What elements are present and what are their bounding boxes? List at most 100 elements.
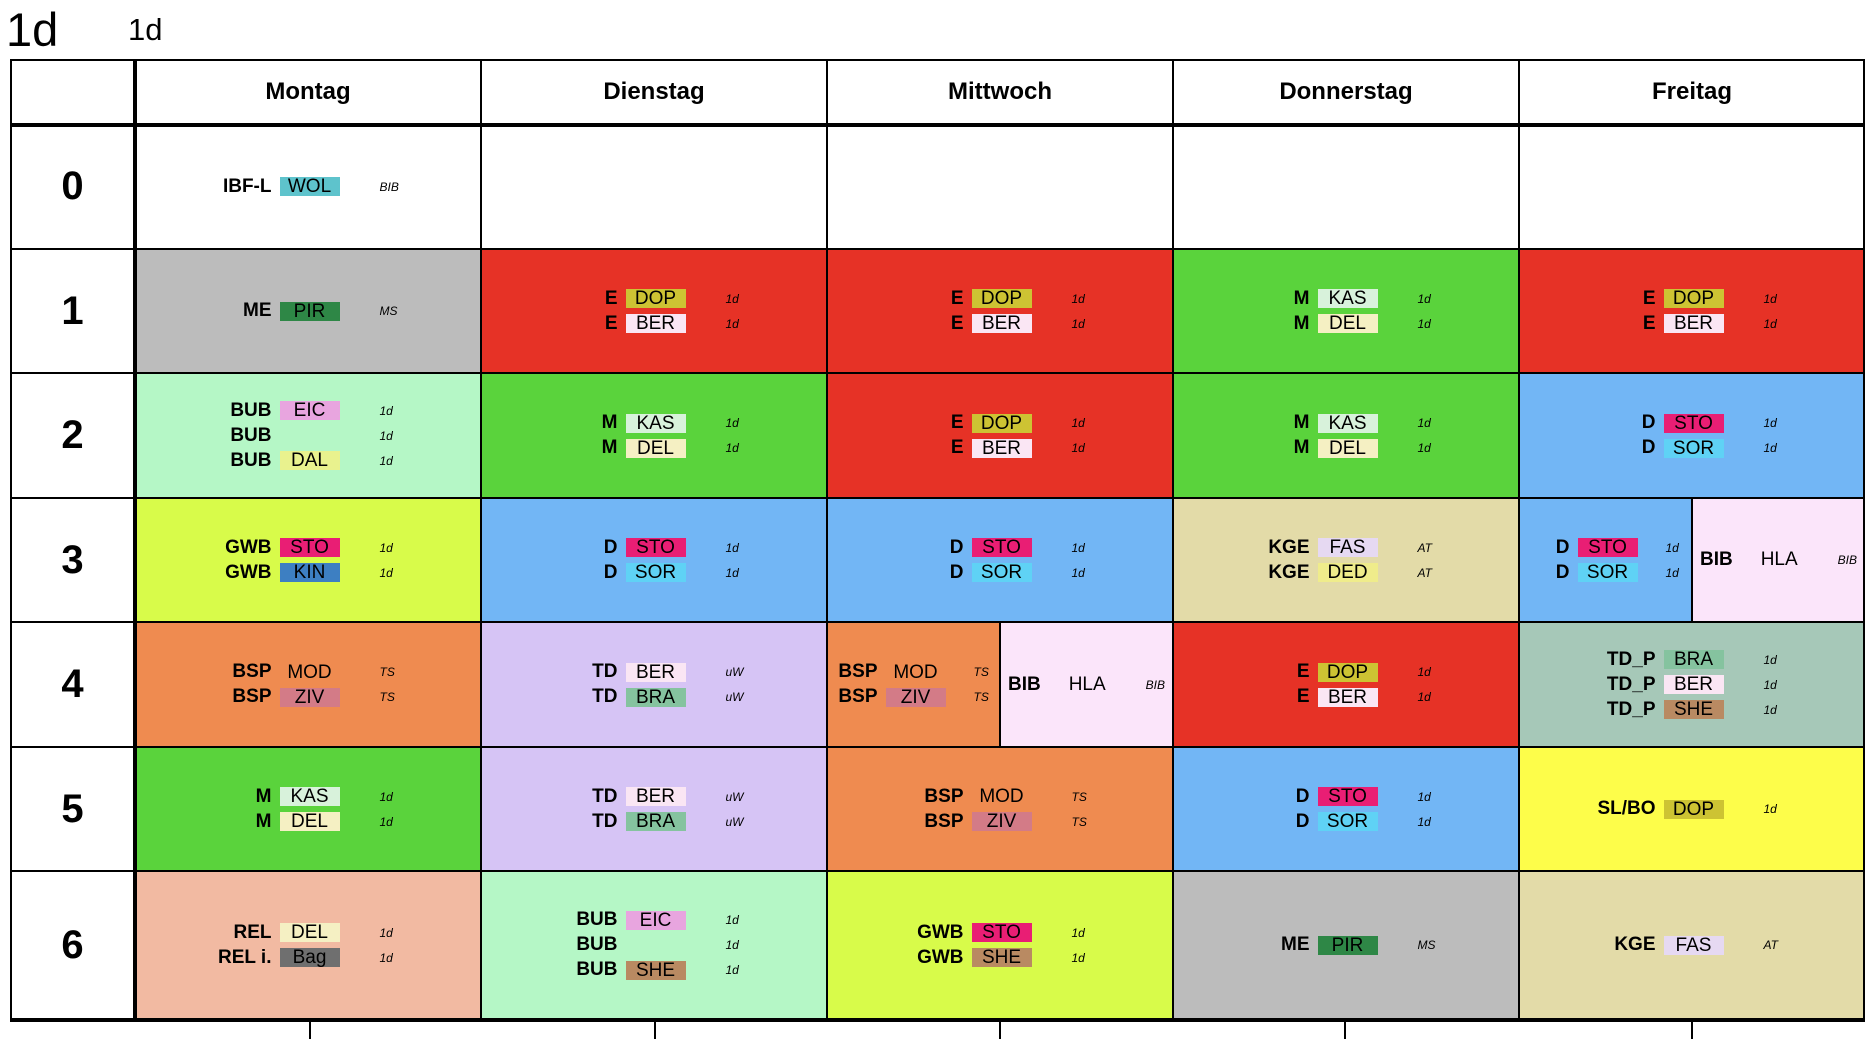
teacher-code: DAL <box>279 451 340 470</box>
subject-code: E <box>950 312 964 334</box>
library-cell[interactable]: BIB HLA BIB <box>1692 498 1865 622</box>
subject-code: TD_P <box>1606 648 1656 670</box>
subject-code: BUB <box>230 424 272 446</box>
lesson-row: D SOR 1d <box>1235 809 1458 834</box>
teacher-code: HLA <box>1068 673 1106 695</box>
teacher-code: SOR <box>1663 438 1724 458</box>
room-code: MS <box>379 304 398 318</box>
subject-code: BSP <box>232 686 272 707</box>
lesson-list: TD BER uW TD BRA uW <box>481 747 827 871</box>
lesson-cell[interactable] <box>827 124 1173 249</box>
lesson-cell[interactable]: E DOP 1d E BER 1d <box>481 249 827 373</box>
teacher-code: SHE <box>971 948 1032 967</box>
lesson-cell[interactable]: BSP MOD TS BSP ZIV TS <box>827 622 1000 747</box>
lesson-cell[interactable]: E DOP 1d E BER 1d <box>1519 249 1865 373</box>
lesson-cell[interactable]: M KAS 1d M DEL 1d <box>1173 249 1519 373</box>
room-code: 1d <box>1071 540 1085 555</box>
grid-line <box>10 1018 1865 1022</box>
lesson-row: D STO 1d <box>543 535 766 560</box>
subject-code: D <box>1555 561 1570 583</box>
teacher-code: BRA <box>625 812 686 831</box>
grid-line <box>10 248 1865 250</box>
teacher-code: KAS <box>1317 413 1378 433</box>
lesson-row: BUB 1d <box>197 423 420 448</box>
subject-code: E <box>950 287 964 309</box>
subject-code: D <box>603 536 618 558</box>
lesson-cell[interactable]: E DOP 1d E BER 1d <box>1173 622 1519 747</box>
lesson-cell[interactable]: ME PIR MS <box>1173 871 1519 1019</box>
subject-code: D <box>1295 785 1310 807</box>
room-code: 1d <box>725 316 739 331</box>
lesson-row: D STO 1d <box>1581 411 1804 436</box>
lesson-row: GWB STO 1d <box>889 920 1112 945</box>
day-header: Donnerstag <box>1279 77 1413 105</box>
lesson-row: D SOR 1d <box>543 560 766 585</box>
teacher-code: SOR <box>971 563 1032 582</box>
lesson-row: E DOP 1d <box>1581 286 1804 311</box>
lesson-cell[interactable]: D STO 1d D SOR 1d <box>1519 498 1692 622</box>
grid-line <box>1518 59 1520 1019</box>
lesson-cell[interactable]: BSP MOD TS BSP ZIV TS <box>135 622 481 747</box>
lesson-row: BSP MOD TS <box>828 660 1000 685</box>
lesson-row: E DOP 1d <box>1235 660 1458 685</box>
lesson-cell[interactable]: M KAS 1d M DEL 1d <box>135 747 481 871</box>
lesson-cell[interactable]: M KAS 1d M DEL 1d <box>1173 373 1519 498</box>
lesson-row: M KAS 1d <box>1235 286 1458 311</box>
lesson-cell[interactable]: BSP MOD TS BSP ZIV TS <box>827 747 1173 871</box>
lesson-cell[interactable]: IBF-L WOL BIB <box>135 124 481 249</box>
lesson-cell[interactable]: D STO 1d D SOR 1d <box>827 498 1173 622</box>
room-code: 1d <box>1763 416 1777 430</box>
lesson-cell[interactable]: KGE FAS AT KGE DED AT <box>1173 498 1519 622</box>
room-code: BIB <box>379 179 399 194</box>
room-code: MS <box>1417 938 1436 952</box>
lesson-cell[interactable]: TD BER uW TD BRA uW <box>481 747 827 871</box>
lesson-row: GWB KIN 1d <box>197 560 420 585</box>
lesson-cell[interactable]: M KAS 1d M DEL 1d <box>481 373 827 498</box>
subject-code: D <box>603 561 618 583</box>
lesson-row: TD_P BER 1d <box>1581 672 1804 697</box>
subject-code: IBF-L <box>222 175 272 197</box>
grid-line <box>1691 498 1693 622</box>
lesson-cell[interactable]: KGE FAS AT <box>1519 871 1865 1019</box>
lesson-cell[interactable]: TD_P BRA 1d TD_P BER 1d TD_P SHE 1d <box>1519 622 1865 747</box>
lesson-row: E BER 1d <box>543 311 766 336</box>
day-header: Freitag <box>1651 77 1732 105</box>
room-code: 1d <box>725 565 739 580</box>
lesson-cell[interactable]: GWB STO 1d GWB KIN 1d <box>135 498 481 622</box>
room-code: 1d <box>379 428 393 443</box>
lesson-row: BUB DAL 1d <box>197 448 420 473</box>
lesson-cell[interactable]: D STO 1d D SOR 1d <box>1519 373 1865 498</box>
lesson-row: IBF-L WOL BIB <box>197 174 420 199</box>
lesson-list: M KAS 1d M DEL 1d <box>135 747 481 871</box>
lesson-cell[interactable] <box>1173 124 1519 249</box>
lesson-cell[interactable] <box>1519 124 1865 249</box>
room-code: TS <box>379 665 395 679</box>
lesson-cell[interactable]: SL/BO DOP 1d <box>1519 747 1865 871</box>
library-block: BIB HLA BIB <box>1692 498 1865 622</box>
lesson-cell[interactable]: BUB EIC 1d BUB 1d BUB DAL 1d <box>135 373 481 498</box>
room-code: TS <box>1071 789 1087 804</box>
teacher-code: STO <box>1577 538 1638 557</box>
lesson-row: BSP MOD TS <box>889 784 1112 809</box>
subject-code: M <box>1293 287 1310 309</box>
lesson-cell[interactable]: E DOP 1d E BER 1d <box>827 373 1173 498</box>
lesson-cell[interactable]: BUB EIC 1d BUB 1d BUB SHE 1d <box>481 871 827 1019</box>
lesson-cell[interactable]: ME PIR MS <box>135 249 481 373</box>
room-code: 1d <box>379 403 393 418</box>
lesson-cell[interactable]: GWB STO 1d GWB SHE 1d <box>827 871 1173 1019</box>
lesson-cell[interactable]: TD BER uW TD BRA uW <box>481 622 827 747</box>
subject-code: BIB <box>1007 673 1041 695</box>
grid-line <box>10 372 1865 374</box>
room-code: uW <box>725 665 744 679</box>
lesson-cell[interactable]: D STO 1d D SOR 1d <box>1173 747 1519 871</box>
grid-line <box>10 621 1865 623</box>
subject-code: REL i. <box>218 946 272 968</box>
lesson-cell[interactable]: E DOP 1d E BER 1d <box>827 249 1173 373</box>
library-cell[interactable]: BIB HLA BIB <box>1000 622 1173 747</box>
lesson-row: M DEL 1d <box>1235 311 1458 336</box>
lesson-cell[interactable]: REL DEL 1d REL i. Bag 1d <box>135 871 481 1019</box>
lesson-cell[interactable] <box>481 124 827 249</box>
lesson-row: E BER 1d <box>889 436 1112 461</box>
lesson-cell[interactable]: D STO 1d D SOR 1d <box>481 498 827 622</box>
subject-code: E <box>950 412 964 433</box>
